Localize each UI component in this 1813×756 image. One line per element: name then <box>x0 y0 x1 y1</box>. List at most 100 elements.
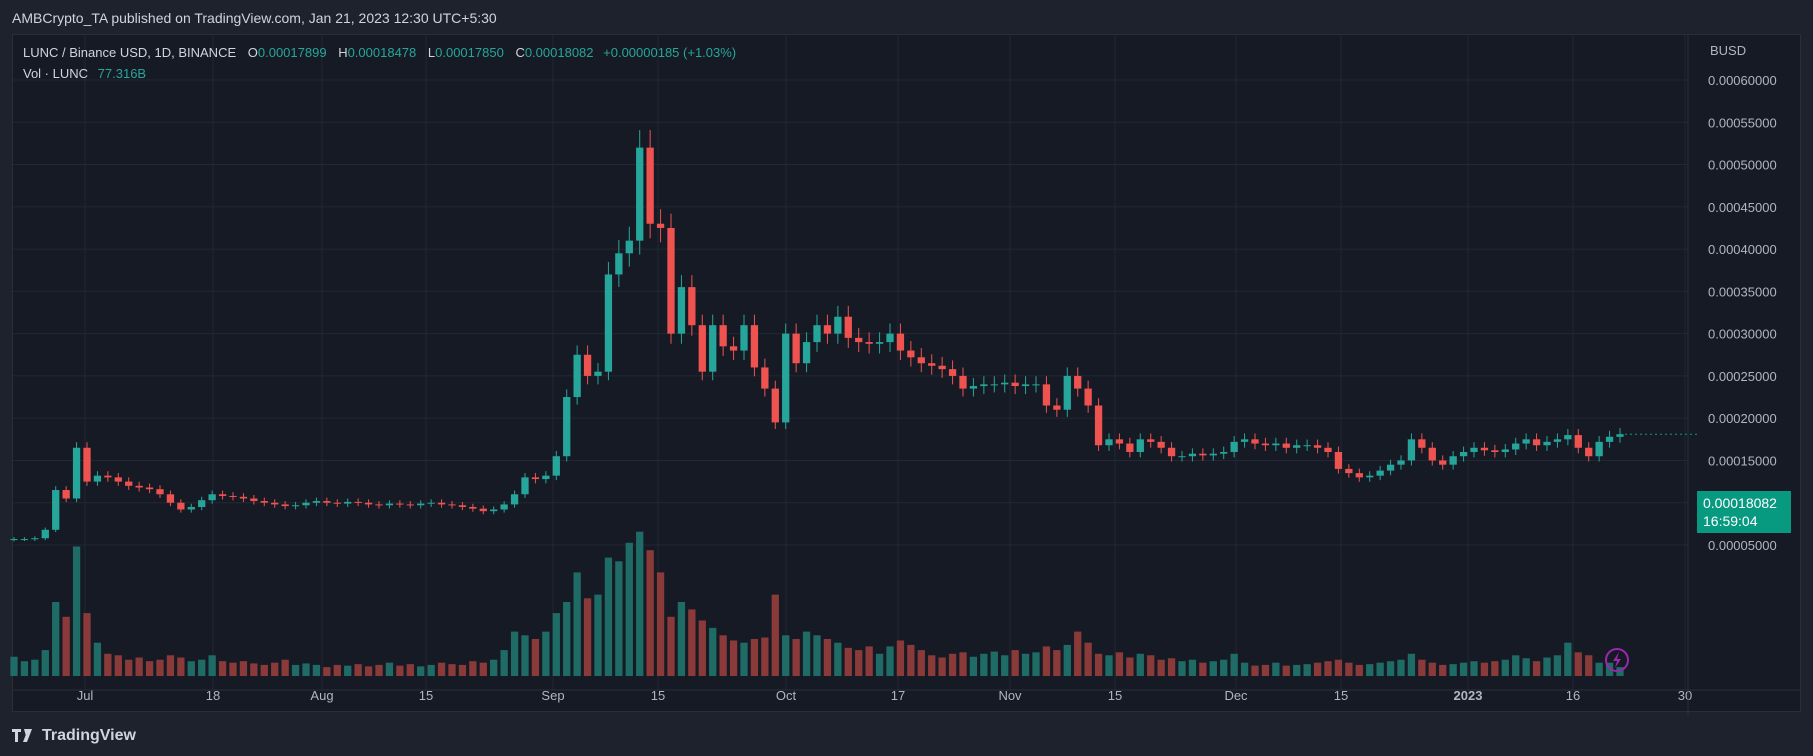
volume-bar <box>1199 662 1207 676</box>
volume-bar <box>896 640 905 676</box>
candle-body <box>187 506 195 510</box>
candle-body <box>865 342 873 344</box>
candle-body <box>469 506 477 509</box>
candle-body <box>959 375 967 389</box>
candle-body <box>20 539 29 541</box>
candle-body <box>875 342 884 344</box>
volume-bar <box>62 616 70 676</box>
candle-body <box>52 490 60 530</box>
candle-body <box>427 502 435 504</box>
candle-body <box>531 477 540 480</box>
volume-bar <box>490 659 498 676</box>
candle-body <box>1366 475 1374 478</box>
volume-bar <box>10 656 18 676</box>
volume-bar <box>52 602 60 676</box>
candle-body <box>156 489 164 495</box>
volume-label[interactable]: Vol · LUNC <box>23 66 89 81</box>
candle-body <box>1595 441 1603 457</box>
candle-body <box>636 147 644 241</box>
volume-bar <box>177 657 185 676</box>
candle-body <box>1407 439 1416 461</box>
candle-body <box>844 316 852 338</box>
volume-bar <box>750 639 759 676</box>
bar-countdown: 16:59:04 <box>1703 513 1758 529</box>
candle-body <box>834 316 842 334</box>
volume-bar <box>1105 655 1113 676</box>
volume-bar <box>31 659 39 676</box>
candle-body <box>688 287 696 326</box>
open-label: O <box>247 45 258 60</box>
volume-bar <box>1553 655 1562 676</box>
candle-body <box>1449 456 1457 465</box>
low-label: L <box>427 45 436 60</box>
volume-bar <box>782 635 790 676</box>
symbol-label[interactable]: LUNC / Binance USD, 1D, BINANCE <box>23 45 237 60</box>
volume-bar <box>1074 631 1082 676</box>
volume-bar <box>281 659 289 676</box>
volume-bar <box>1021 653 1030 676</box>
candle-body <box>917 357 925 364</box>
ohlc-legend: LUNC / Binance USD, 1D, BINANCE O0.00017… <box>23 45 736 60</box>
x-tick-label: 16 <box>1566 688 1580 703</box>
candle-body <box>114 477 122 482</box>
candle-body <box>1042 384 1051 406</box>
volume-bar <box>229 662 237 676</box>
volume-bar <box>917 650 925 676</box>
candle-body <box>1470 447 1478 452</box>
volume-bar <box>145 661 154 676</box>
candle-body <box>1230 441 1238 452</box>
volume-bar <box>1564 642 1572 676</box>
volume-bar <box>1084 642 1092 676</box>
volume-bar <box>1418 659 1426 676</box>
volume-bar <box>187 661 195 676</box>
volume-bar <box>698 620 706 676</box>
volume-bar <box>406 664 414 676</box>
x-tick-label: Jul <box>77 688 94 703</box>
candle-body <box>1053 405 1061 410</box>
candle-body <box>1501 449 1509 452</box>
candle-body <box>1459 452 1468 457</box>
candle-body <box>1543 441 1551 446</box>
volume-bar <box>375 664 383 676</box>
candle-body <box>1209 453 1217 456</box>
close-value: 0.00018082 <box>524 45 594 60</box>
candle-body <box>573 354 581 398</box>
volume-bar <box>1459 662 1468 676</box>
candle-body <box>1282 443 1290 448</box>
candle-body <box>1355 473 1363 478</box>
volume-bar <box>1376 662 1384 676</box>
candle-body <box>855 337 863 343</box>
candle-body <box>1001 382 1009 385</box>
x-tick-label: Nov <box>998 688 1022 703</box>
x-tick-label: Dec <box>1224 688 1248 703</box>
volume-bar <box>344 665 352 676</box>
x-tick-label: 18 <box>206 688 220 703</box>
candle-body <box>1553 439 1562 442</box>
volume-bar <box>1042 646 1051 676</box>
open-value: 0.00017899 <box>257 45 327 60</box>
candle-body <box>135 485 143 488</box>
candle-body <box>677 287 686 334</box>
chart-panel[interactable] <box>12 34 1801 712</box>
candle-body <box>281 504 289 507</box>
brand-label[interactable]: TradingView <box>42 727 136 744</box>
volume-bar <box>907 644 915 676</box>
volume-bar <box>677 602 686 676</box>
candle-body <box>354 501 362 503</box>
candle-body <box>782 333 790 423</box>
volume-bar <box>135 657 143 676</box>
candle-body <box>563 397 571 457</box>
candle-body <box>260 501 268 503</box>
candle-body <box>145 487 154 490</box>
candle-body <box>208 494 216 501</box>
volume-bar <box>1094 653 1103 676</box>
volume-bar <box>1178 661 1186 676</box>
volume-bar <box>875 653 884 676</box>
candle-body <box>761 367 769 389</box>
volume-bar <box>740 642 748 676</box>
candle-body <box>594 371 602 376</box>
volume-bar <box>573 572 581 676</box>
candle-body <box>31 538 39 540</box>
candle-body <box>1334 452 1343 469</box>
